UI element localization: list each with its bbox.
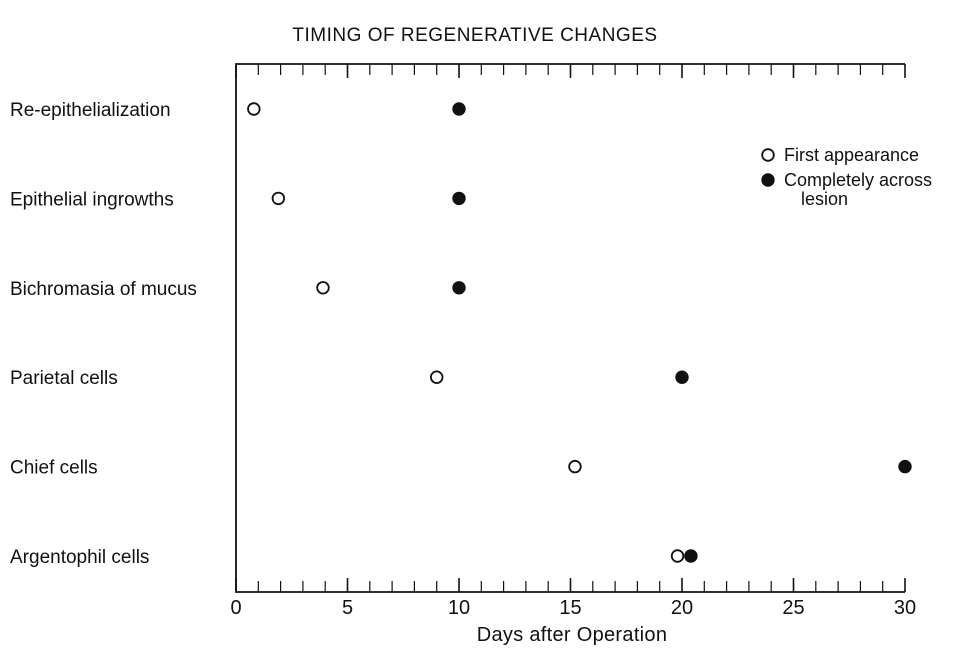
- x-tick-label: 5: [342, 597, 353, 619]
- x-tick-label: 30: [894, 597, 916, 619]
- data-point-first-appearance: [430, 370, 444, 384]
- data-point-completely-across: [898, 459, 912, 474]
- x-tick-label: 10: [448, 597, 470, 619]
- chart-title: TIMING OF REGENERATIVE CHANGES: [292, 25, 657, 46]
- legend-marker-first-appearance: [761, 148, 775, 162]
- data-point-completely-across: [684, 549, 698, 563]
- data-point-first-appearance: [247, 102, 261, 116]
- data-point-completely-across: [452, 102, 466, 116]
- plot-frame: [235, 63, 905, 593]
- x-tick-label: 25: [782, 597, 804, 619]
- data-point-first-appearance: [271, 191, 286, 206]
- x-tick-label: 15: [559, 597, 581, 619]
- legend-label-completely-across-lesion: Completely across: [784, 170, 932, 190]
- category-label: Bichromasia of mucus: [10, 279, 197, 300]
- legend: First appearance Completely across lesio…: [761, 145, 932, 209]
- data-point-first-appearance: [316, 281, 330, 295]
- data-point-first-appearance: [568, 459, 582, 474]
- legend-label-completely-across-lesion-line2: lesion: [801, 189, 848, 209]
- data-point-completely-across: [675, 370, 689, 384]
- x-axis-tick-labels: 0 5 10 15 20 25 30: [230, 597, 916, 619]
- x-tick-label: 0: [230, 597, 241, 619]
- data-point-completely-across: [452, 191, 466, 206]
- category-label: Parietal cells: [10, 368, 118, 389]
- category-label: Epithelial ingrowths: [10, 189, 174, 210]
- category-labels: Re-epithelialization Epithelial ingrowths…: [10, 100, 197, 568]
- category-label: Chief cells: [10, 458, 98, 479]
- category-label: Argentophil cells: [10, 547, 149, 568]
- category-label: Re-epithelialization: [10, 100, 171, 121]
- x-axis-ticks: [235, 64, 906, 592]
- x-tick-label: 20: [671, 597, 693, 619]
- data-point-first-appearance: [670, 549, 685, 563]
- data-point-completely-across: [452, 281, 466, 295]
- legend-label-first-appearance: First appearance: [784, 145, 919, 165]
- legend-marker-completely-across-lesion: [761, 173, 775, 187]
- x-axis-label: Days after Operation: [477, 624, 668, 646]
- plot-frame-border: [235, 63, 905, 593]
- data-markers: [247, 102, 912, 563]
